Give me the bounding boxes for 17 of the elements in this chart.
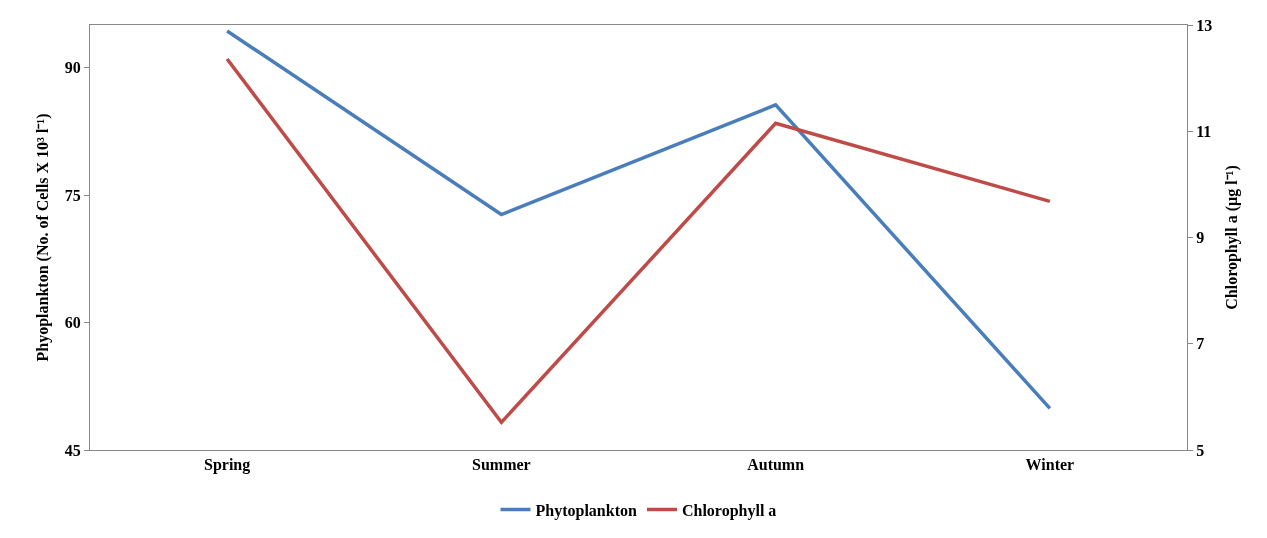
x-tick-label: Autumn xyxy=(747,456,805,474)
y2-tick-label: 13 xyxy=(1196,16,1213,34)
y-tick-label: 90 xyxy=(64,59,81,77)
y-tick-label: 60 xyxy=(64,314,81,332)
x-tick-label: Winter xyxy=(1025,456,1075,474)
y2-tick-label: 5 xyxy=(1196,441,1205,459)
y2-axis-title: Chlorophyll a (µg l⁻¹) xyxy=(1223,165,1241,310)
y2-tick-label: 7 xyxy=(1196,335,1205,353)
x-tick-label: Spring xyxy=(204,456,251,475)
x-tick-label: Summer xyxy=(472,456,531,474)
legend-label: Chlorophyll a xyxy=(681,501,777,520)
y2-tick-label: 11 xyxy=(1196,122,1212,140)
y-tick-label: 45 xyxy=(64,441,81,459)
y-tick-label: 75 xyxy=(64,186,81,204)
y-axis-title: Phyoplankton (No. of Cells X 10³ l⁻¹) xyxy=(34,113,52,362)
y2-tick-label: 9 xyxy=(1196,229,1205,247)
legend-label: Phytoplankton xyxy=(535,501,637,520)
